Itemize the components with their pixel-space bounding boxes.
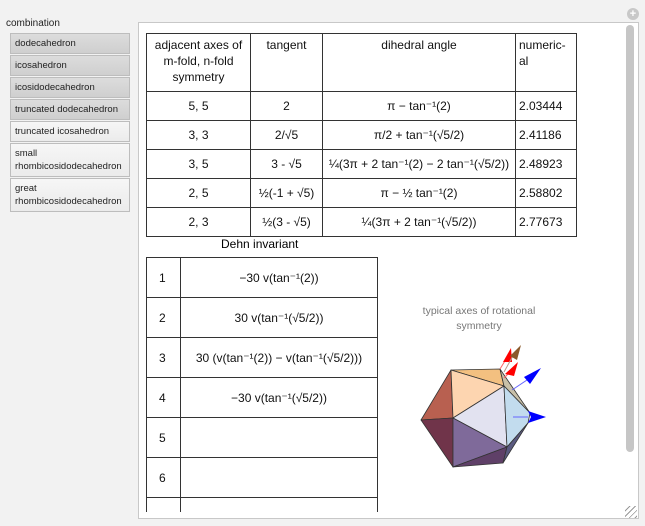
dehn-row: 1 −30 v(tan⁻¹(2)) bbox=[146, 257, 378, 298]
dehn-value bbox=[180, 417, 378, 458]
dehn-row: 3 30 (v(tan⁻¹(2)) − v(tan⁻¹(√5/2))) bbox=[146, 337, 378, 378]
dihedral-angle-table: adjacent axes of m-fold, n-fold symmetry… bbox=[146, 33, 577, 237]
dehn-row: 4 −30 v(tan⁻¹(√5/2)) bbox=[146, 377, 378, 418]
fivefold-arrow bbox=[503, 348, 512, 362]
table-row: 2, 3 ½(3 - √5) ¼(3π + 2 tan⁻¹(√5/2)) 2.7767… bbox=[146, 207, 577, 237]
numerical-cell: 2.77673 bbox=[515, 207, 577, 237]
dihedral-cell: ¼(3π + 2 tan⁻¹(2) − 2 tan⁻¹(√5/2)) bbox=[322, 149, 516, 179]
figure-caption: typical axes of rotational symmetry bbox=[422, 305, 536, 332]
numerical-cell: 2.41186 bbox=[515, 120, 577, 150]
option-small-rhombicosidodecahedron[interactable]: small rhombicosidodecahedron bbox=[10, 143, 130, 177]
dehn-table: 1 −30 v(tan⁻¹(2)) 2 30 v(tan⁻¹(√5/2)) 3 30 (v… bbox=[146, 257, 378, 512]
scrollbar[interactable] bbox=[626, 25, 634, 452]
dehn-value: 30 (v(tan⁻¹(2)) − v(tan⁻¹(√5/2))) bbox=[180, 337, 378, 378]
axes-cell: 2, 3 bbox=[146, 207, 251, 237]
tangent-cell: 2 bbox=[250, 91, 323, 121]
header-numerical: numeric-al bbox=[515, 33, 577, 92]
option-great-rhombicosidodecahedron[interactable]: great rhombicosidodecahedron bbox=[10, 178, 130, 212]
tangent-cell: ½(3 - √5) bbox=[250, 207, 323, 237]
fivefold-arrow bbox=[505, 362, 518, 376]
option-truncated-icosahedron[interactable]: truncated icosahedron bbox=[10, 121, 130, 142]
cell bbox=[180, 497, 378, 512]
resize-grip[interactable] bbox=[625, 506, 637, 518]
dehn-value bbox=[180, 457, 378, 498]
combination-buttons: dodecahedron icosahedron icosidodecahedr… bbox=[10, 33, 130, 213]
dehn-row: 5 bbox=[146, 417, 378, 458]
dihedral-cell: π/2 + tan⁻¹(√5/2) bbox=[322, 120, 516, 150]
option-icosidodecahedron[interactable]: icosidodecahedron bbox=[10, 77, 130, 98]
plus-icon[interactable]: + bbox=[627, 8, 639, 20]
control-label: combination bbox=[6, 18, 60, 29]
header-tangent: tangent bbox=[250, 33, 323, 92]
dihedral-cell: π − ½ tan⁻¹(2) bbox=[322, 178, 516, 208]
option-truncated-dodecahedron[interactable]: truncated dodecahedron bbox=[10, 99, 130, 120]
table-row: 3, 3 2/√5 π/2 + tan⁻¹(√5/2) 2.41186 bbox=[146, 120, 577, 150]
dehn-value: −30 v(tan⁻¹(√5/2)) bbox=[180, 377, 378, 418]
dehn-index: 6 bbox=[146, 457, 181, 498]
dehn-value: −30 v(tan⁻¹(2)) bbox=[180, 257, 378, 298]
numerical-cell: 2.48923 bbox=[515, 149, 577, 179]
dehn-row: 6 bbox=[146, 457, 378, 498]
threefold-arrow bbox=[528, 411, 546, 423]
twofold-arrow bbox=[510, 345, 521, 360]
tangent-cell: 3 - √5 bbox=[250, 149, 323, 179]
numerical-cell: 2.58802 bbox=[515, 178, 577, 208]
threefold-arrow bbox=[524, 368, 541, 384]
dehn-index: 3 bbox=[146, 337, 181, 378]
dehn-title: Dehn invariant bbox=[221, 237, 299, 251]
header-axes: adjacent axes of m-fold, n-fold symmetry bbox=[146, 33, 251, 92]
option-dodecahedron[interactable]: dodecahedron bbox=[10, 33, 130, 54]
face bbox=[420, 369, 454, 421]
output-pane: adjacent axes of m-fold, n-fold symmetry… bbox=[138, 22, 639, 519]
dihedral-cell: ¼(3π + 2 tan⁻¹(√5/2)) bbox=[322, 207, 516, 237]
numerical-cell: 2.03444 bbox=[515, 91, 577, 121]
face bbox=[502, 422, 529, 464]
option-icosahedron[interactable]: icosahedron bbox=[10, 55, 130, 76]
face bbox=[420, 417, 454, 468]
